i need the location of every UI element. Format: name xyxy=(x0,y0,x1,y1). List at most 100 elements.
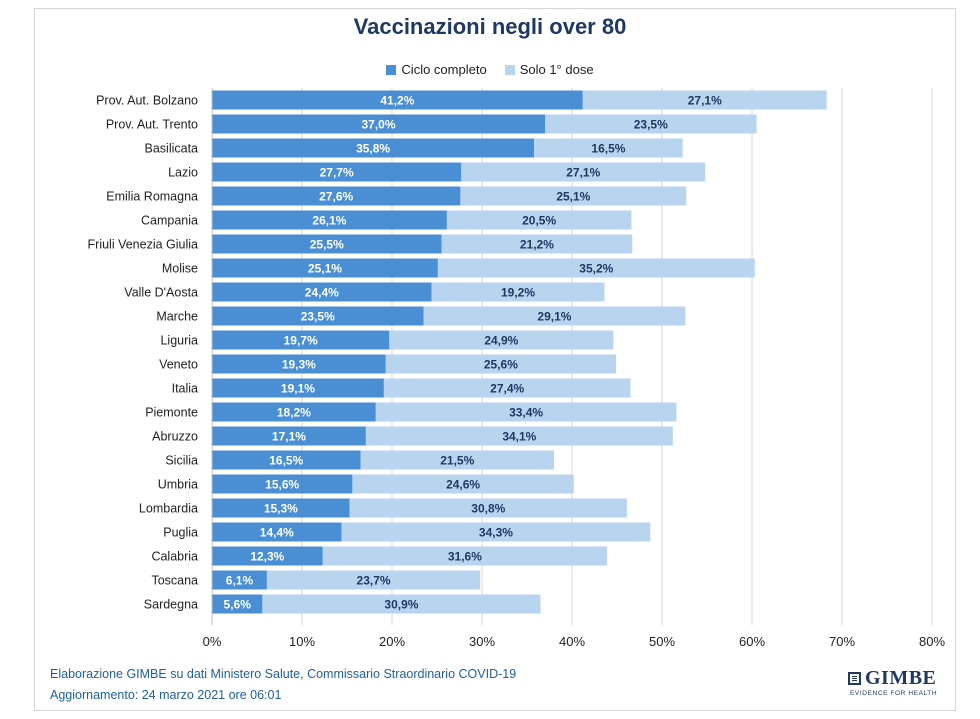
category-label: Sicilia xyxy=(165,454,198,468)
bar-ciclo-completo xyxy=(212,594,263,614)
bar-ciclo-completo xyxy=(212,426,366,446)
bar-solo-prima-dose xyxy=(385,354,617,374)
data-label: 19,1% xyxy=(281,382,315,396)
data-label: 21,2% xyxy=(520,238,554,252)
bar-solo-prima-dose xyxy=(360,450,554,470)
data-label: 19,2% xyxy=(501,286,535,300)
bar-ciclo-completo xyxy=(212,474,353,494)
bar-solo-prima-dose xyxy=(341,522,651,542)
legend-item-solo-prima-dose: Solo 1° dose xyxy=(504,62,594,77)
bar-ciclo-completo xyxy=(212,402,376,422)
data-label: 25,6% xyxy=(484,358,518,372)
category-label: Umbria xyxy=(158,478,198,492)
x-tick-label: 80% xyxy=(919,634,945,649)
footer-updated: Aggiornamento: 24 marzo 2021 ore 06:01 xyxy=(50,688,282,702)
bar-ciclo-completo xyxy=(212,114,545,134)
bar-solo-prima-dose xyxy=(582,90,827,110)
footer-source: Elaborazione GIMBE su dati Ministero Sal… xyxy=(50,667,517,681)
legend-swatch-ciclo-completo xyxy=(386,64,397,75)
data-label: 27,7% xyxy=(320,166,354,180)
bar-ciclo-completo xyxy=(212,186,461,206)
data-label: 16,5% xyxy=(591,142,625,156)
bar-solo-prima-dose xyxy=(446,210,632,230)
bar-solo-prima-dose xyxy=(365,426,673,446)
bar-ciclo-completo xyxy=(212,90,583,110)
bar-ciclo-completo xyxy=(212,306,424,326)
data-label: 24,9% xyxy=(484,334,518,348)
data-label: 18,2% xyxy=(277,406,311,420)
data-label: 27,1% xyxy=(688,94,722,108)
category-label: Basilicata xyxy=(145,142,199,156)
data-label: 26,1% xyxy=(312,214,346,228)
data-label: 20,5% xyxy=(522,214,556,228)
legend-label-ciclo-completo: Ciclo completo xyxy=(401,62,487,77)
data-label: 25,1% xyxy=(556,190,590,204)
category-label: Molise xyxy=(162,262,198,276)
data-label: 15,3% xyxy=(264,502,298,516)
data-label: 30,8% xyxy=(471,502,505,516)
bar-solo-prima-dose xyxy=(262,594,541,614)
category-label: Veneto xyxy=(159,358,198,372)
data-label: 41,2% xyxy=(380,94,414,108)
data-label: 31,6% xyxy=(448,550,482,564)
data-label: 27,6% xyxy=(319,190,353,204)
category-label: Campania xyxy=(141,214,198,228)
data-label: 27,1% xyxy=(566,166,600,180)
x-tick-label: 70% xyxy=(829,634,855,649)
x-tick-label: 0% xyxy=(203,634,222,649)
bar-solo-prima-dose xyxy=(322,546,608,566)
data-label: 19,3% xyxy=(282,358,316,372)
category-label: Prov. Aut. Bolzano xyxy=(96,94,198,108)
category-label: Liguria xyxy=(160,334,198,348)
data-label: 34,3% xyxy=(479,526,513,540)
data-label: 23,7% xyxy=(357,574,391,588)
category-label: Italia xyxy=(172,382,198,396)
data-label: 21,5% xyxy=(440,454,474,468)
bar-solo-prima-dose xyxy=(460,186,687,206)
bar-ciclo-completo xyxy=(212,546,323,566)
data-label: 29,1% xyxy=(537,310,571,324)
bar-solo-prima-dose xyxy=(389,330,614,350)
bar-ciclo-completo xyxy=(212,258,438,278)
bar-ciclo-completo xyxy=(212,282,432,302)
legend-item-ciclo-completo: Ciclo completo xyxy=(386,62,487,77)
x-tick-label: 20% xyxy=(379,634,405,649)
data-label: 23,5% xyxy=(634,118,668,132)
x-tick-label: 60% xyxy=(739,634,765,649)
bar-ciclo-completo xyxy=(212,162,462,182)
category-label: Piemonte xyxy=(145,406,198,420)
data-label: 19,7% xyxy=(284,334,318,348)
gimbe-logo: GIMBE EVIDENCE FOR HEALTH xyxy=(848,667,937,697)
bar-ciclo-completo xyxy=(212,210,447,230)
data-label: 35,2% xyxy=(579,262,613,276)
bar-ciclo-completo xyxy=(212,330,390,350)
bar-ciclo-completo xyxy=(212,138,535,158)
bar-solo-prima-dose xyxy=(383,378,631,398)
chart-legend: Ciclo completo Solo 1° dose xyxy=(0,62,980,77)
gimbe-logo-name: GIMBE xyxy=(865,667,937,689)
bar-solo-prima-dose xyxy=(423,306,686,326)
x-tick-label: 30% xyxy=(469,634,495,649)
data-label: 14,4% xyxy=(260,526,294,540)
x-tick-label: 50% xyxy=(649,634,675,649)
bar-ciclo-completo xyxy=(212,354,386,374)
category-label: Lombardia xyxy=(139,502,198,516)
bar-solo-prima-dose xyxy=(437,258,755,278)
category-label: Calabria xyxy=(151,550,198,564)
category-label: Sardegna xyxy=(144,598,198,612)
category-label: Toscana xyxy=(151,574,198,588)
bar-ciclo-completo xyxy=(212,570,267,590)
category-label: Marche xyxy=(156,310,198,324)
data-label: 5,6% xyxy=(224,598,252,612)
legend-label-solo-prima-dose: Solo 1° dose xyxy=(519,62,594,77)
gimbe-logo-tagline: EVIDENCE FOR HEALTH xyxy=(850,690,938,697)
data-label: 35,8% xyxy=(356,142,390,156)
data-label: 37,0% xyxy=(361,118,395,132)
bar-solo-prima-dose xyxy=(349,498,627,518)
bar-solo-prima-dose xyxy=(441,234,633,254)
category-label: Lazio xyxy=(168,166,198,180)
data-label: 25,5% xyxy=(310,238,344,252)
bar-solo-prima-dose xyxy=(352,474,574,494)
bar-solo-prima-dose xyxy=(545,114,757,134)
data-label: 30,9% xyxy=(384,598,418,612)
